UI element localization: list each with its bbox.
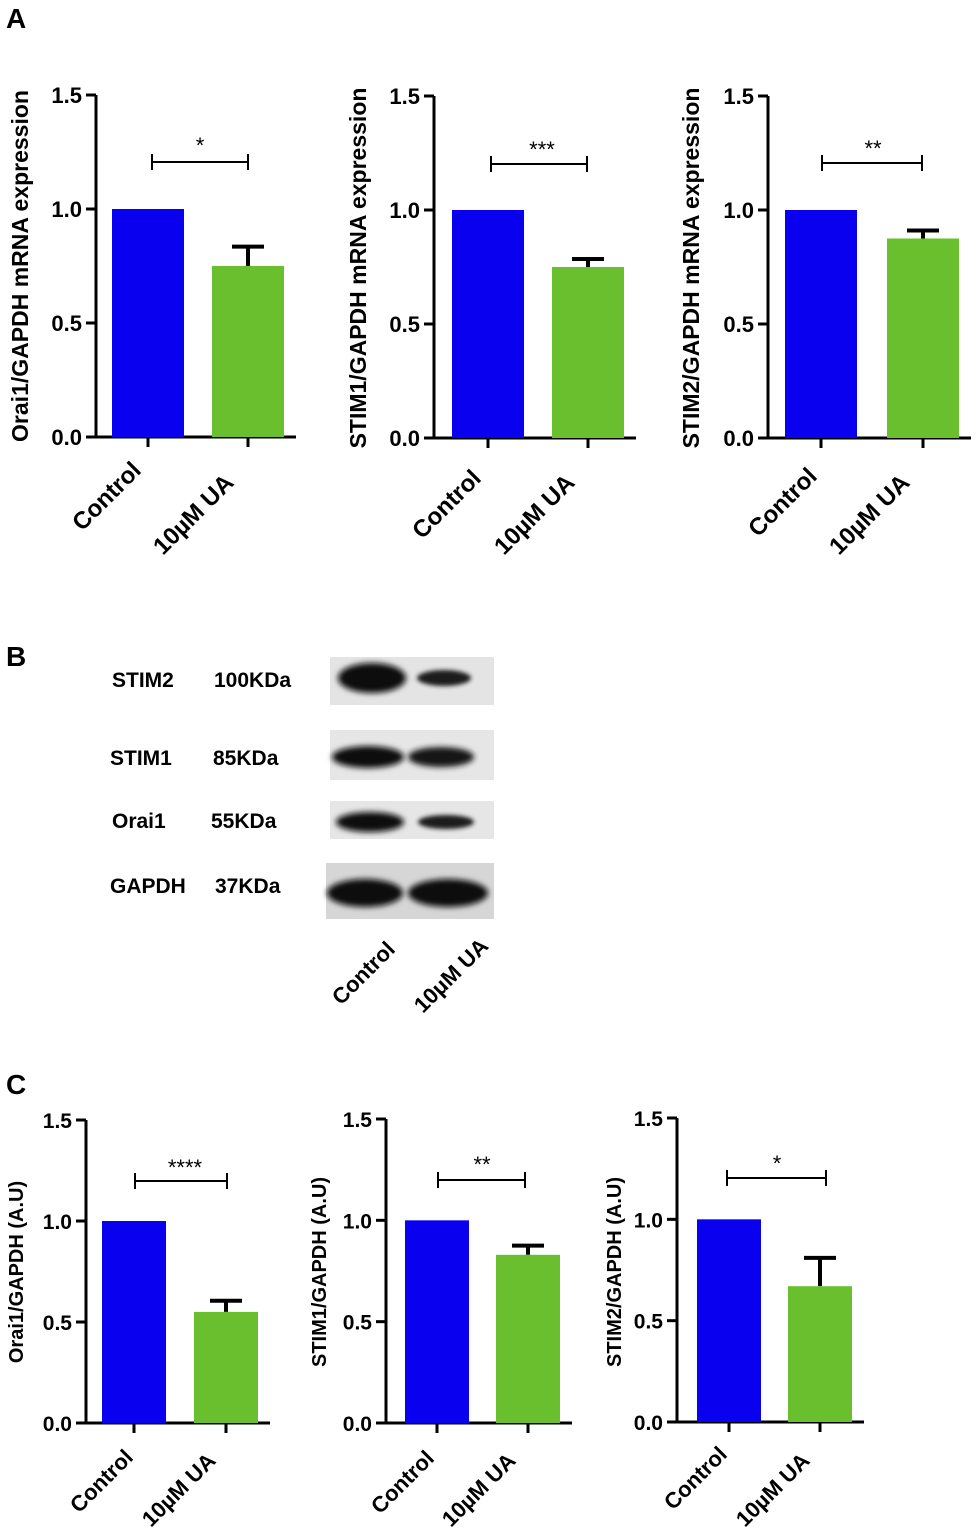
blot-protein-label: STIM2 [112, 669, 174, 692]
x-tick-label: 10µM UA [731, 1448, 815, 1532]
y-tick-label: 0.0 [723, 426, 754, 451]
y-tick-label: 1.5 [343, 1109, 373, 1132]
blot-band [408, 879, 488, 907]
blot-lane-label: 10μM UA [409, 933, 493, 1017]
x-tick-label: 10µM UA [824, 469, 915, 560]
x-tick-label: Control [65, 1445, 138, 1518]
blot-size-label: 85KDa [213, 747, 279, 770]
y-tick-label: 0.0 [51, 425, 82, 450]
blot-protein-label: STIM1 [110, 747, 172, 770]
y-tick-label: 1.0 [43, 1211, 72, 1234]
y-axis-label: Orai1/GAPDH (A.U) [6, 1181, 28, 1363]
y-axis-label: STIM1/GAPDH mRNA expression [345, 88, 371, 449]
blot-protein-label: Orai1 [112, 810, 166, 833]
blot-band [338, 663, 406, 693]
bar [452, 210, 524, 438]
y-tick-label: 0.5 [723, 312, 754, 337]
significance-label: **** [168, 1155, 203, 1180]
x-tick-label: Control [67, 457, 146, 536]
y-tick-label: 1.0 [634, 1209, 663, 1232]
x-tick-label: Control [743, 463, 822, 542]
y-tick-label: 0.0 [343, 1413, 372, 1436]
bar [405, 1220, 469, 1423]
bar [102, 1221, 166, 1423]
y-tick-label: 0.0 [634, 1412, 663, 1435]
y-tick-label: 1.5 [389, 84, 420, 109]
bar [552, 267, 624, 438]
panel-letter-c: C [6, 1069, 26, 1100]
y-tick-label: 1.5 [634, 1108, 664, 1131]
panel-letter-a: A [6, 3, 26, 34]
y-axis-label: Orai1/GAPDH mRNA expression [7, 90, 33, 442]
x-tick-label: Control [366, 1446, 439, 1519]
y-tick-label: 0.5 [634, 1311, 664, 1334]
y-tick-label: 1.5 [51, 83, 82, 108]
y-tick-label: 0.5 [43, 1312, 73, 1335]
bar [887, 238, 959, 438]
x-tick-label: 10µM UA [437, 1448, 521, 1532]
y-tick-label: 0.5 [343, 1312, 373, 1335]
bar [785, 210, 857, 438]
y-tick-label: 1.0 [389, 198, 420, 223]
bar [496, 1254, 560, 1423]
x-tick-label: Control [659, 1442, 732, 1515]
bar [212, 266, 284, 437]
x-tick-label: 10µM UA [148, 469, 239, 560]
bar [697, 1219, 761, 1422]
blot-band [417, 670, 471, 686]
western-blot: STIM2 100KDa STIM1 85KDa Orai1 55KDa GAP… [110, 657, 494, 1018]
bar [194, 1311, 258, 1423]
blot-size-label: 100KDa [214, 669, 291, 692]
x-tick-label: 10µM UA [489, 469, 580, 560]
blot-size-label: 37KDa [215, 875, 281, 898]
y-axis-label: STIM2/GAPDH mRNA expression [678, 88, 704, 449]
blot-size-label: 55KDa [211, 810, 277, 833]
y-tick-label: 0.5 [51, 311, 82, 336]
y-axis-label: STIM1/GAPDH (A.U) [309, 1177, 331, 1367]
y-tick-label: 1.0 [51, 197, 82, 222]
significance-label: ** [473, 1152, 491, 1177]
y-tick-label: 1.0 [723, 198, 754, 223]
blot-protein-label: GAPDH [110, 875, 186, 898]
bar [788, 1286, 852, 1422]
x-tick-label: 10µM UA [137, 1448, 221, 1532]
significance-label: * [196, 133, 205, 158]
x-tick-label: Control [407, 465, 486, 544]
y-tick-label: 1.5 [723, 84, 754, 109]
blot-band [418, 815, 474, 829]
y-tick-label: 1.0 [343, 1210, 372, 1233]
blot-band [408, 747, 474, 767]
y-tick-label: 0.0 [43, 1413, 72, 1436]
significance-label: ** [864, 136, 882, 161]
blot-band [336, 812, 404, 832]
significance-label: * [773, 1151, 782, 1176]
y-tick-label: 0.5 [389, 312, 420, 337]
significance-label: *** [529, 137, 555, 162]
y-axis-label: STIM2/GAPDH (A.U) [604, 1177, 626, 1367]
blot-lane-label: Control [327, 937, 400, 1010]
y-tick-label: 0.0 [389, 426, 420, 451]
y-tick-label: 1.5 [43, 1110, 73, 1133]
blot-band [327, 879, 403, 907]
bar [112, 209, 184, 437]
blot-band [332, 746, 404, 768]
panel-letter-b: B [6, 641, 26, 672]
